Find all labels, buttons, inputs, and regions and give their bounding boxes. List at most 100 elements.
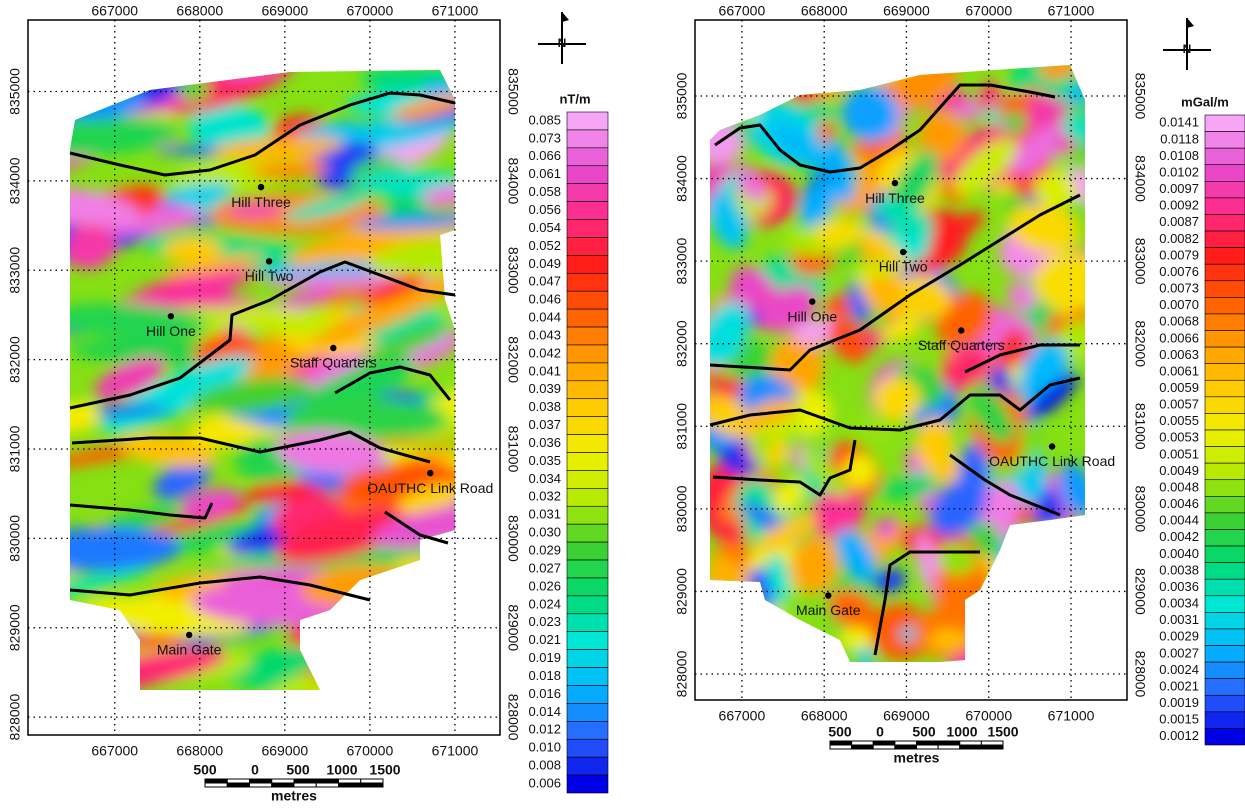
- legend-label: 0.0055: [1159, 413, 1199, 428]
- legend-swatch: [1205, 148, 1245, 165]
- legend-label: 0.044: [528, 310, 561, 325]
- x-tick-label: 670000: [347, 743, 394, 759]
- legend-swatch: [1205, 563, 1245, 580]
- y-tick-label: 835000: [505, 68, 521, 115]
- legend-label: 0.0097: [1159, 181, 1199, 196]
- legend-swatch: [1205, 447, 1245, 464]
- y-tick-label: 833000: [1132, 238, 1148, 285]
- legend-swatch: [567, 542, 608, 560]
- place-label: Staff Quarters: [290, 355, 377, 371]
- x-tick-label: 669000: [883, 708, 930, 724]
- x-tick-label: 669000: [261, 3, 308, 19]
- legend-label: 0.0061: [1159, 363, 1199, 378]
- legend-swatch: [567, 560, 608, 578]
- place-label: Hill Three: [231, 194, 291, 210]
- legend-swatch: [567, 470, 608, 488]
- place-marker: [330, 345, 336, 351]
- scale-bar-segment: [938, 745, 960, 749]
- legend-swatch: [567, 668, 608, 686]
- scale-bar-label: 1000: [326, 762, 357, 778]
- legend-label: 0.0070: [1159, 297, 1199, 312]
- scale-bar-label: 500: [193, 762, 217, 778]
- legend-label: 0.058: [528, 184, 561, 199]
- scale-bar-segment: [852, 745, 874, 749]
- legend-label: 0.0076: [1159, 264, 1199, 279]
- legend-swatch: [567, 632, 608, 650]
- legend-swatch: [1205, 397, 1245, 414]
- scale-bar-segment: [938, 741, 960, 745]
- y-tick-label: 829000: [674, 568, 690, 615]
- legend-label: 0.0118: [1160, 131, 1199, 146]
- legend-swatch: [567, 703, 608, 721]
- legend-swatch: [567, 202, 608, 220]
- x-tick-label: 668000: [801, 3, 848, 19]
- place-label: OAUTHC Link Road: [989, 453, 1115, 469]
- scale-bar-segment: [981, 745, 1003, 749]
- scale-bar-segment: [873, 741, 895, 745]
- legend-swatch: [1205, 728, 1245, 745]
- legend-swatch: [567, 255, 608, 273]
- place-marker: [1049, 443, 1055, 449]
- legend-label: 0.008: [528, 758, 561, 773]
- legend-swatch: [1205, 712, 1245, 729]
- x-tick-label: 669000: [883, 3, 930, 19]
- x-tick-label: 668000: [801, 708, 848, 724]
- y-tick-label: 832000: [505, 336, 521, 383]
- x-tick-label: 668000: [176, 3, 223, 19]
- x-tick-label: 670000: [965, 3, 1012, 19]
- legend-swatch: [1205, 579, 1245, 596]
- legend-label: 0.016: [528, 686, 561, 701]
- place-marker: [168, 313, 174, 319]
- scale-bar-segment: [960, 745, 982, 749]
- north-label: N: [558, 36, 567, 50]
- legend-swatch: [1205, 331, 1245, 348]
- legend-swatch: [567, 614, 608, 632]
- scale-bar-segment: [830, 745, 852, 749]
- legend-swatch: [567, 417, 608, 435]
- legend-label: 0.043: [528, 327, 561, 342]
- place-marker: [958, 327, 964, 333]
- y-tick-label: 831000: [7, 425, 23, 472]
- legend-swatch: [1205, 198, 1245, 215]
- legend-label: 0.014: [528, 704, 561, 719]
- x-tick-label: 670000: [347, 3, 394, 19]
- legend-swatch: [567, 524, 608, 542]
- place-marker: [892, 180, 898, 186]
- legend-label: 0.023: [528, 614, 561, 629]
- legend-label: 0.036: [528, 435, 561, 450]
- north-arrow-head: [562, 12, 569, 22]
- scale-bar-segment: [361, 783, 383, 787]
- legend-label: 0.018: [528, 668, 561, 683]
- legend-swatch: [567, 273, 608, 291]
- legend-swatch: [567, 130, 608, 148]
- scale-bar-segment: [316, 779, 338, 783]
- legend-unit: mGal/m: [1181, 94, 1229, 109]
- place-label: Hill Three: [865, 190, 925, 206]
- place-label: Hill One: [787, 308, 837, 324]
- legend-label: 0.0053: [1159, 430, 1199, 445]
- legend-label: 0.0034: [1159, 596, 1199, 611]
- scale-bar-label: 500: [286, 762, 310, 778]
- legend-label: 0.0015: [1159, 712, 1199, 727]
- legend-swatch: [1205, 181, 1245, 198]
- legend-label: 0.0042: [1159, 529, 1199, 544]
- legend-swatch: [1205, 165, 1245, 182]
- y-tick-label: 832000: [674, 320, 690, 367]
- legend-label: 0.031: [528, 507, 561, 522]
- legend-swatch: [1205, 662, 1245, 679]
- legend-swatch: [1205, 347, 1245, 364]
- legend-swatch: [1205, 529, 1245, 546]
- x-tick-label: 669000: [261, 743, 308, 759]
- legend-swatch: [1205, 695, 1245, 712]
- legend-label: 0.0079: [1159, 247, 1199, 262]
- legend-swatch: [1205, 612, 1245, 629]
- legend-label: 0.0057: [1159, 397, 1199, 412]
- scale-bar-segment: [873, 745, 895, 749]
- legend-label: 0.0059: [1159, 380, 1199, 395]
- place-label: Hill Two: [879, 259, 928, 275]
- legend-label: 0.0066: [1159, 330, 1199, 345]
- legend-label: 0.042: [528, 345, 561, 360]
- legend-swatch: [567, 166, 608, 184]
- legend-label: 0.0068: [1159, 314, 1199, 329]
- legend-swatch: [1205, 264, 1245, 281]
